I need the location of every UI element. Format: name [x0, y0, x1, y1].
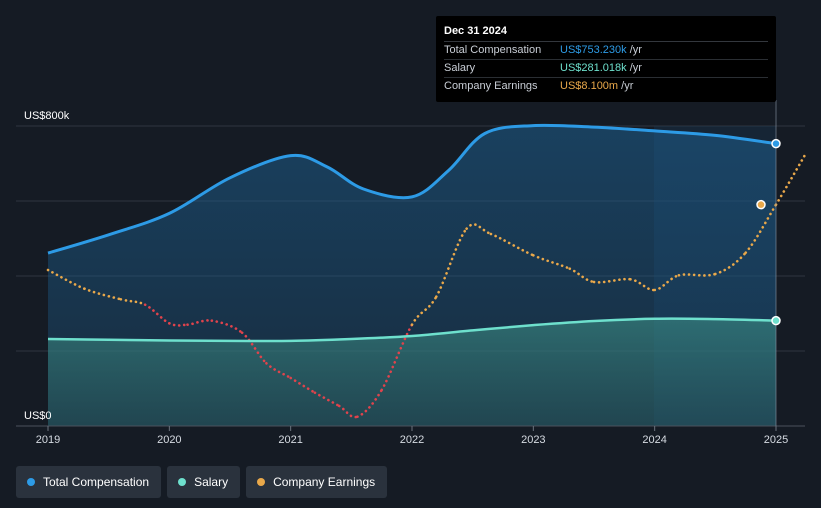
series-areas [48, 125, 776, 426]
tooltip-row-name: Company Earnings [444, 80, 538, 92]
company-earnings-line-segment [532, 254, 571, 270]
company-earnings-line-segment [380, 323, 414, 392]
company-earnings-line-segment [629, 278, 656, 292]
x-tick-label: 2025 [764, 434, 788, 446]
tooltip-row-name: Total Compensation [444, 44, 542, 56]
company-earnings-line-segment [653, 274, 681, 292]
company-earnings-line-segment [744, 203, 778, 254]
legend-dot-icon [178, 478, 187, 486]
company-earnings-line-segment [410, 295, 438, 326]
tooltip-date: Dec 31 2024 [444, 23, 768, 42]
company-earnings-line-segment [313, 391, 341, 408]
company-earnings-line-segment [774, 151, 808, 206]
y-tick-label: US$0 [24, 410, 52, 422]
hover-tooltip: Dec 31 2024 Total Compensation US$753.230… [436, 16, 776, 102]
tooltip-row-total-compensation: Total Compensation US$753.230k /yr [444, 42, 768, 60]
company-earnings-line-segment [168, 322, 189, 327]
x-axis: 2019 2020 2021 2022 2023 2024 2025 [16, 425, 805, 446]
company-earnings-line-segment [83, 287, 123, 301]
company-earnings-line-segment [265, 362, 292, 380]
company-earnings-line-segment [356, 388, 383, 418]
salary-area [48, 318, 776, 426]
x-tick-label: 2024 [642, 434, 666, 446]
tooltip-row-value: US$281.018k [560, 62, 627, 74]
company-earnings-line-segment [465, 223, 493, 236]
x-tick-label: 2021 [278, 434, 302, 446]
x-tick-label: 2019 [36, 434, 60, 446]
company-earnings-line-segment [240, 331, 268, 365]
legend-dot-icon [257, 478, 266, 486]
tooltip-row-unit: /yr [621, 80, 634, 92]
company-earnings-line-segment [337, 404, 359, 419]
y-axis-labels: US$0 US$800k [24, 110, 70, 422]
company-earnings-line-segment [143, 303, 171, 325]
salary-line [47, 317, 777, 343]
x-tick-label: 2023 [521, 434, 545, 446]
tooltip-row-name: Salary [444, 62, 476, 74]
company-earnings-line-segment [435, 227, 468, 298]
series-lines [46, 123, 808, 419]
legend-item-company-earnings[interactable]: Company Earnings [246, 466, 388, 498]
total-compensation-line [47, 123, 777, 255]
tooltip-row-unit: /yr [629, 44, 642, 56]
legend-label: Company Earnings [273, 475, 376, 489]
company-earnings-line-segment [568, 267, 596, 284]
legend-label: Total Compensation [43, 475, 150, 489]
tooltip-row-company-earnings: Company Earnings US$8.100m /yr [444, 78, 768, 95]
salary-marker [771, 315, 781, 326]
company-earnings-line-segment [289, 376, 317, 394]
hover-markers [756, 138, 781, 326]
tooltip-row-unit: /yr [629, 62, 642, 74]
tooltip-row-value: US$8.100m [560, 80, 619, 92]
chart-legend: Total Compensation Salary Company Earnin… [16, 466, 388, 498]
company-earnings-marker [756, 199, 766, 210]
legend-item-salary[interactable]: Salary [167, 466, 241, 498]
compensation-chart: US$0 US$800k 2019 2020 2021 2022 2023 2024 2025 [16, 100, 808, 446]
total-compensation-marker [771, 138, 781, 149]
tooltip-row-salary: Salary US$281.018k /yr [444, 60, 768, 78]
legend-dot-icon [27, 478, 35, 486]
legend-label: Salary [194, 475, 229, 489]
legend-item-total-compensation[interactable]: Total Compensation [16, 466, 162, 498]
y-tick-label: US$800k [24, 110, 70, 122]
x-tick-label: 2022 [400, 434, 424, 446]
company-earnings-line-segment [210, 319, 244, 334]
tooltip-row-value: US$753.230k [560, 44, 627, 56]
x-tick-label: 2020 [157, 434, 181, 446]
